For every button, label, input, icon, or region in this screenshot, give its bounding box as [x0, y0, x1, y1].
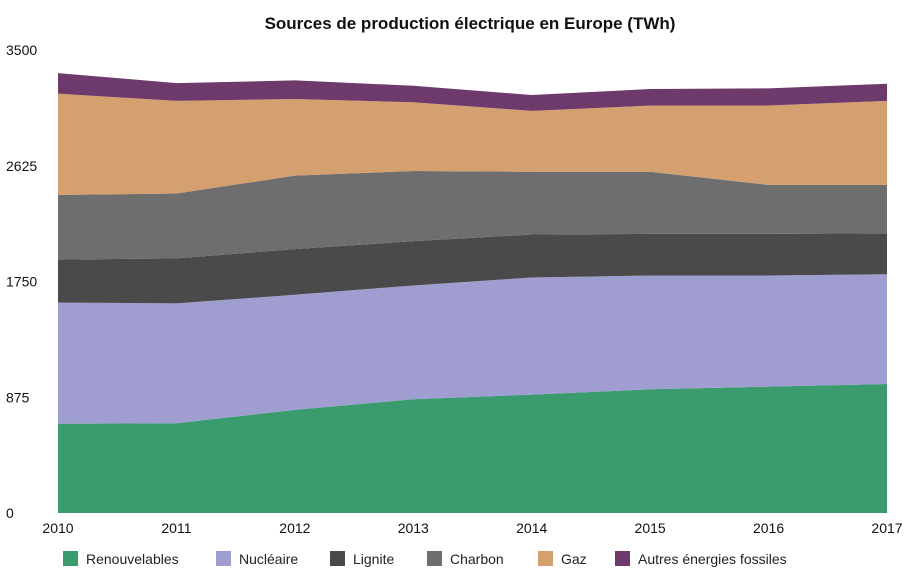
x-tick-label: 2015	[635, 520, 666, 536]
area-5	[58, 73, 887, 111]
legend-label: Gaz	[561, 551, 587, 567]
x-tick-label: 2013	[398, 520, 429, 536]
y-tick-label: 875	[6, 389, 30, 405]
legend-swatch	[330, 551, 345, 566]
x-tick-label: 2016	[753, 520, 784, 536]
legend-item: Autres énergies fossiles	[615, 551, 787, 567]
y-axis-ticks: 0 875 1750 2625 3500	[6, 42, 37, 521]
area-3	[58, 171, 887, 260]
area-4	[58, 93, 887, 195]
y-tick-label: 2625	[6, 158, 37, 174]
legend-swatch	[538, 551, 553, 566]
legend-item: Lignite	[330, 551, 394, 567]
legend-item: Nucléaire	[216, 551, 298, 567]
x-tick-label: 2014	[516, 520, 547, 536]
legend-label: Autres énergies fossiles	[638, 551, 787, 567]
legend-label: Renouvelables	[86, 551, 179, 567]
legend-label: Lignite	[353, 551, 394, 567]
legend: Renouvelables Nucléaire Lignite Charbon Gaz A…	[63, 551, 787, 567]
x-axis-ticks: 2010 2011 2012 2013 2014 2015 2016 2017	[42, 520, 902, 536]
legend-swatch	[216, 551, 231, 566]
x-tick-label: 2017	[871, 520, 902, 536]
chart-title: Sources de production électrique en Euro…	[265, 14, 676, 33]
legend-item: Charbon	[427, 551, 504, 567]
x-tick-label: 2011	[161, 520, 191, 536]
x-tick-label: 2010	[42, 520, 73, 536]
y-tick-label: 0	[6, 505, 14, 521]
y-tick-label: 1750	[6, 274, 37, 290]
x-tick-label: 2012	[279, 520, 310, 536]
area-2	[58, 233, 887, 304]
legend-label: Nucléaire	[239, 551, 298, 567]
legend-swatch	[427, 551, 442, 566]
legend-item: Gaz	[538, 551, 587, 567]
legend-swatch	[615, 551, 630, 566]
area-0	[58, 384, 887, 513]
y-tick-label: 3500	[6, 42, 37, 58]
legend-label: Charbon	[450, 551, 504, 567]
legend-item: Renouvelables	[63, 551, 179, 567]
area-1	[58, 274, 887, 424]
area-layers	[58, 73, 887, 513]
legend-swatch	[63, 551, 78, 566]
